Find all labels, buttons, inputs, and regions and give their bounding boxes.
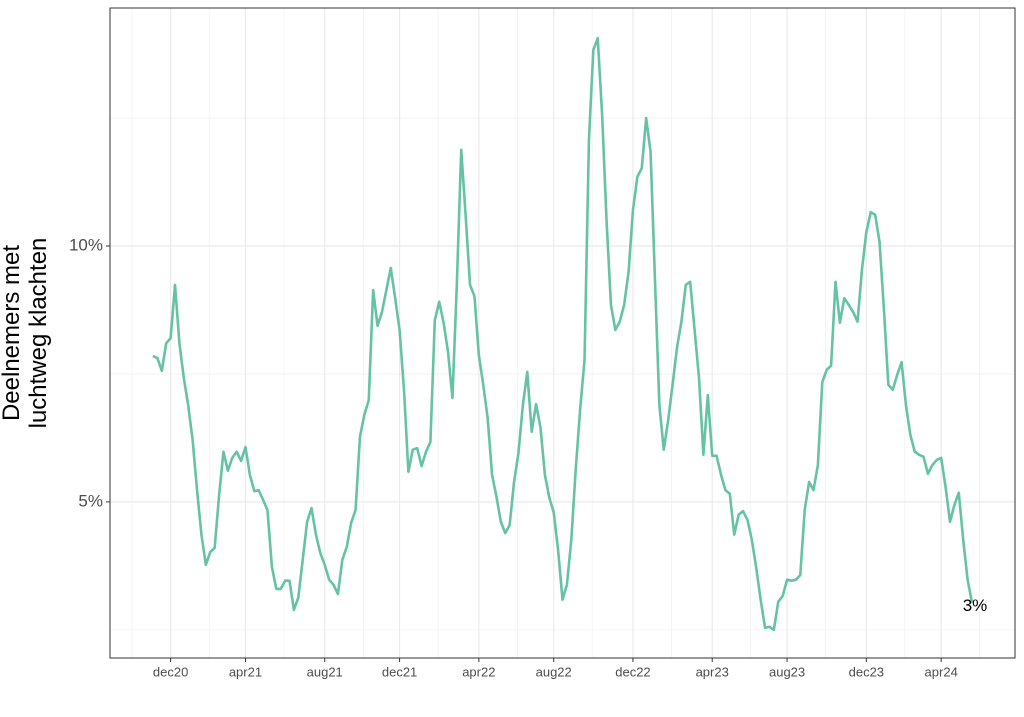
y-tick-label: 5% [78,491,103,510]
x-tick-label: dec22 [615,664,650,679]
y-tick-label: 10% [69,235,103,254]
y-label-line: luchtweg klachten [25,238,52,429]
x-tick-label: apr23 [696,664,729,679]
panel-border [109,7,1016,659]
x-tick-label: apr22 [462,664,495,679]
x-tick-label: apr24 [925,664,958,679]
x-tick-label: apr21 [229,664,262,679]
annotation: 3% [963,596,988,615]
y-axis-label: Deelnemers metluchtweg klachten [0,238,52,429]
x-tick-label: dec23 [849,664,884,679]
y-label-line: Deelnemers met [0,245,25,421]
x-tick-label: dec21 [382,664,417,679]
x-tick-label: dec20 [153,664,188,679]
line-series [152,36,974,632]
x-tick-label: aug21 [307,664,343,679]
x-tick-label: aug23 [769,664,805,679]
x-tick-label: aug22 [536,664,572,679]
